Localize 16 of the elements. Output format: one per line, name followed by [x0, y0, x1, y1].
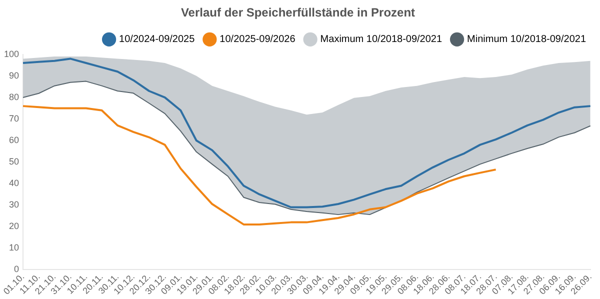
y-tick-label: 70: [9, 113, 20, 124]
y-tick-label: 90: [9, 70, 20, 80]
legend-label: Maximum 10/2018-09/2021: [320, 34, 442, 46]
y-tick-label: 20: [9, 221, 20, 232]
y-tick-label: 60: [9, 134, 20, 145]
legend-label: 10/2025-09/2026: [220, 34, 296, 46]
y-tick-label: 100: [4, 48, 20, 59]
y-tick-label: 30: [9, 200, 20, 210]
legend-label: Minimum 10/2018-09/2021: [467, 34, 586, 46]
y-tick-label: 40: [9, 178, 20, 188]
y-tick-label: 10: [9, 242, 20, 253]
y-tick-label: 50: [9, 156, 20, 167]
legend-label: 10/2024-09/2025: [119, 34, 196, 46]
y-tick-label: 0: [14, 264, 20, 274]
chart-title: Verlauf der Speicherfüllstände in Prozent: [180, 6, 416, 20]
y-tick-label: 80: [9, 92, 20, 102]
